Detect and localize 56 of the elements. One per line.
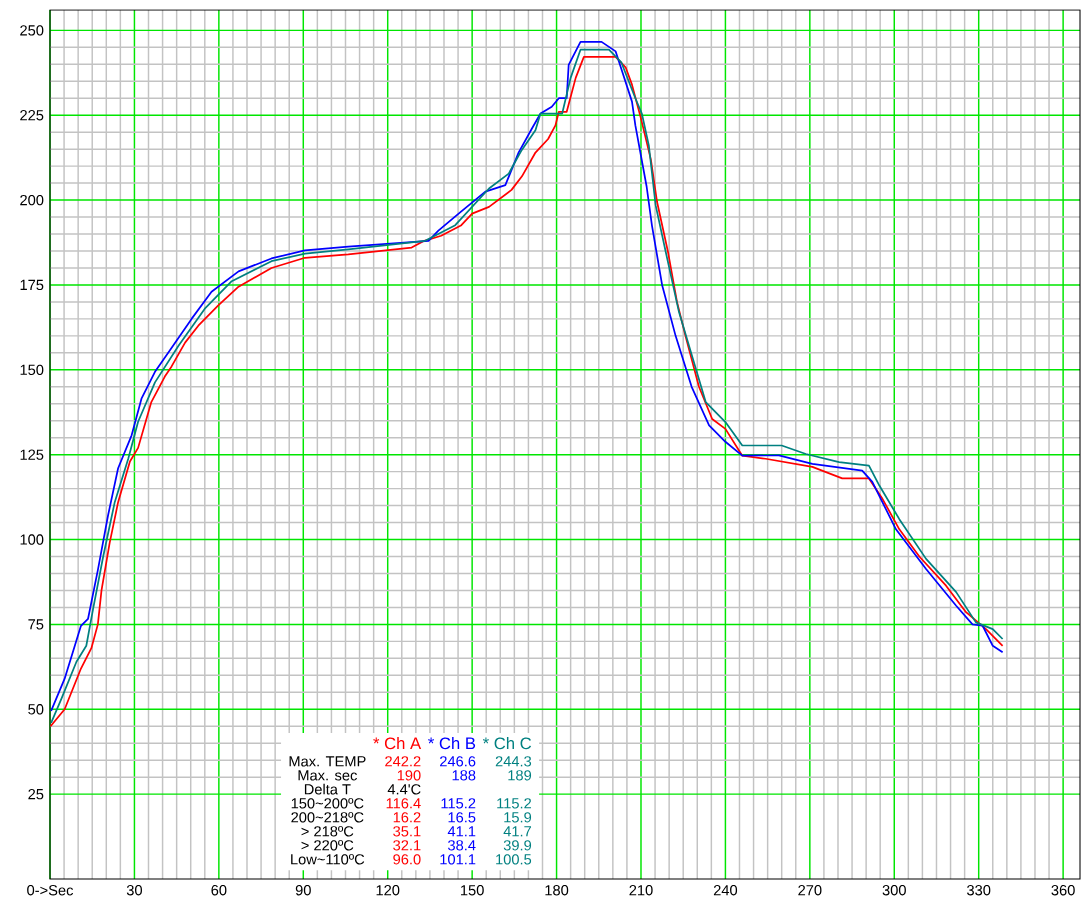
annotation: 246.6 [440,756,476,767]
annotation: 16.5 [448,812,476,823]
annotation: 16.2 [393,812,421,823]
y-tick-label: 150 [20,364,44,375]
y-tick-label: 100 [20,534,44,545]
annotation: 38.4 [448,840,476,851]
annotation: 96.0 [393,854,421,865]
y-tick-label: 250 [20,25,44,36]
x-tick-label: 210 [629,885,653,896]
x-tick-label: 300 [882,885,906,896]
y-tick-label: 225 [20,110,44,121]
annotation: 32.1 [393,840,421,851]
annotation: Low~110ºC [291,854,365,865]
annotation: 4.4'C [387,784,421,795]
text: * Ch B [428,736,476,750]
y-tick-label: 125 [20,449,44,460]
x-tick-label: 30 [126,885,142,896]
annotation: 200~218ºC [291,812,364,823]
x-tick-label: 0->Sec [27,885,74,896]
y-tick-label: 75 [28,619,44,630]
annotation: 189 [508,770,532,781]
x-tick-label: 270 [798,885,822,896]
annotation: > 220ºC [301,840,354,851]
annotation: 242.2 [385,756,421,767]
annotation: > 218ºC [301,826,354,837]
y-tick-label: 200 [20,194,44,206]
annotation: 41.7 [503,826,532,837]
annotation: 15.9 [504,812,532,823]
annotation: 244.3 [495,756,532,767]
annotation: 101.1 [440,854,476,865]
annotation: 190 [397,770,421,781]
x-tick-label: 240 [713,885,738,896]
x-tick-label: 60 [211,885,227,896]
x-tick-label: 120 [376,885,400,896]
y-tick-label: 25 [28,788,44,800]
annotation: 39.9 [503,840,532,851]
x-tick-label: 360 [1051,885,1075,896]
annotation: 188 [452,770,476,781]
annotation: Delta T [304,783,351,795]
x-tick-label: 90 [295,885,311,896]
text: * Ch A [373,736,422,750]
x-tick-label: 180 [545,885,569,896]
annotation: 100.5 [496,854,532,865]
annotation: 116.4 [386,798,421,809]
annotation: 41.1 [447,826,476,837]
y-tick-label: 50 [28,704,44,715]
annotation: Max. TEMP [289,756,366,767]
y-tick-label: 175 [20,279,44,291]
x-tick-label: 330 [967,885,991,896]
annotation: Max. sec [298,770,357,781]
x-tick-label: 150 [461,885,484,896]
annotation: 115.2 [497,798,532,809]
annotation: 115.2 [441,798,476,809]
annotation: 35.1 [393,826,421,837]
annotation: 150~200ºC [291,798,364,809]
text: * Ch C [482,736,532,750]
